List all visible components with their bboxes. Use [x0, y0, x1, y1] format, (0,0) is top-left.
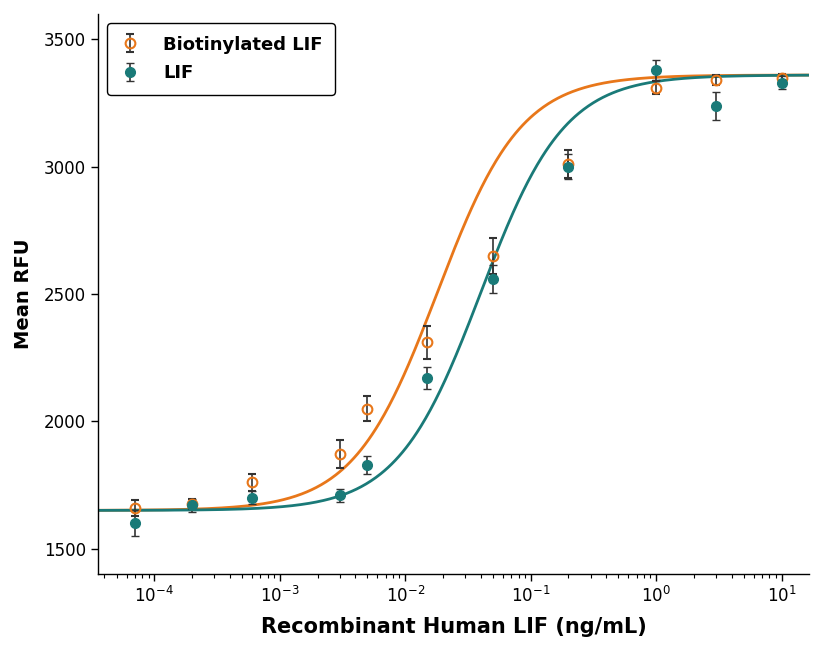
X-axis label: Recombinant Human LIF (ng/mL): Recombinant Human LIF (ng/mL) — [261, 617, 646, 637]
Y-axis label: Mean RFU: Mean RFU — [14, 239, 33, 349]
Legend: Biotinylated LIF, LIF: Biotinylated LIF, LIF — [107, 23, 335, 95]
